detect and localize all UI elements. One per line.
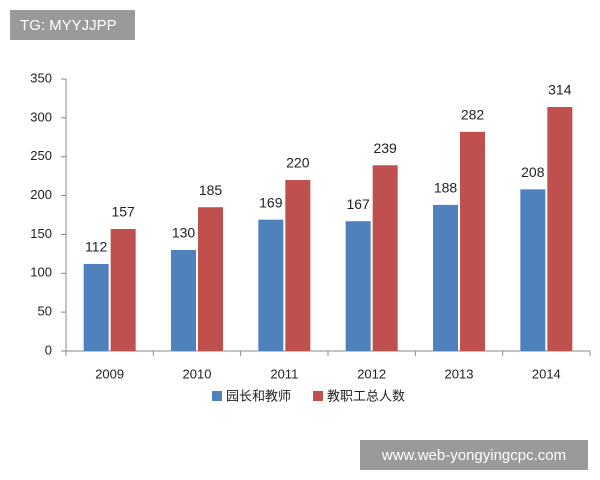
value-label: 188 [434, 180, 458, 196]
y-tick-label: 200 [30, 187, 52, 202]
x-tick-label: 2009 [95, 366, 124, 381]
value-label: 208 [521, 164, 545, 180]
bar [171, 249, 196, 351]
y-tick-label: 50 [38, 304, 52, 319]
value-label: 130 [172, 225, 196, 241]
bar [372, 165, 398, 351]
y-tick-label: 300 [30, 109, 52, 124]
watermark-text: TG: MYYJJPP [20, 17, 117, 34]
x-tick-label: 2014 [532, 366, 561, 381]
bar [110, 228, 136, 351]
value-label: 314 [548, 82, 572, 98]
bar [345, 221, 371, 351]
x-tick-label: 2010 [183, 366, 212, 381]
value-label: 185 [199, 182, 223, 198]
bar [258, 219, 284, 351]
bar [198, 207, 223, 351]
watermark-text: www.web-yongyingcpc.com [381, 447, 566, 464]
x-tick-label: 2012 [357, 366, 386, 381]
legend-swatch [212, 391, 222, 401]
value-label: 157 [111, 204, 135, 220]
value-label: 239 [373, 140, 397, 156]
bar [83, 263, 109, 351]
value-label: 167 [346, 196, 370, 212]
value-label: 169 [259, 194, 283, 210]
legend-label: 教职工总人数 [327, 388, 405, 403]
legend-label: 园长和教师 [226, 388, 291, 403]
bar [285, 180, 311, 351]
value-label: 112 [85, 239, 108, 255]
legend-swatch [313, 391, 324, 401]
bar [460, 131, 485, 351]
y-tick-label: 150 [30, 226, 52, 241]
bar [520, 189, 546, 351]
watermark-box [10, 10, 135, 40]
bar [547, 106, 573, 351]
y-tick-label: 250 [30, 148, 52, 163]
bar [433, 204, 458, 351]
value-label: 282 [461, 107, 485, 123]
y-tick-label: 100 [30, 265, 52, 280]
y-tick-label: 350 [30, 70, 52, 85]
x-tick-label: 2013 [445, 366, 474, 381]
y-tick-label: 0 [45, 342, 52, 357]
watermark-box [360, 440, 588, 470]
value-label: 220 [286, 155, 310, 171]
x-tick-label: 2011 [270, 366, 298, 381]
